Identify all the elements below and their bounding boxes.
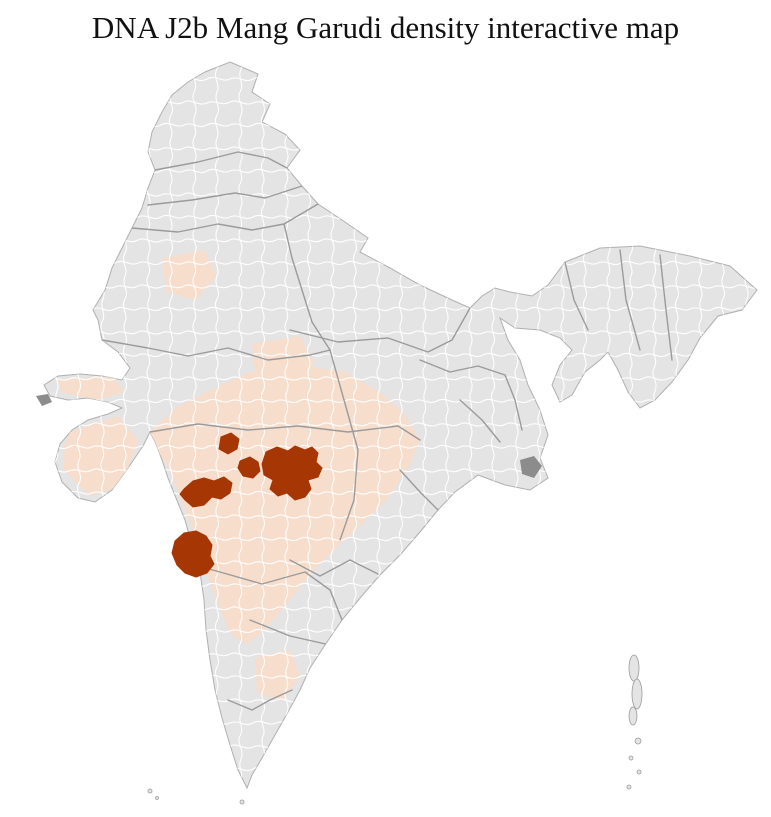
dark-markers	[36, 394, 542, 478]
high-density-district[interactable]	[179, 476, 233, 508]
high-density-district[interactable]	[237, 456, 261, 479]
page-title: DNA J2b Mang Garudi density interactive …	[91, 10, 680, 45]
high-density-district[interactable]	[261, 445, 323, 501]
dark-marker	[36, 394, 52, 406]
state-borders	[101, 151, 673, 711]
high-density-districts	[171, 432, 323, 578]
andaman-nicobar-islands[interactable]	[626, 654, 643, 790]
high-density-district[interactable]	[171, 530, 215, 578]
dark-marker	[520, 456, 542, 478]
lakshadweep-islets[interactable]	[147, 788, 245, 805]
district-grid-overlay	[44, 62, 757, 788]
high-density-district[interactable]	[218, 432, 240, 455]
